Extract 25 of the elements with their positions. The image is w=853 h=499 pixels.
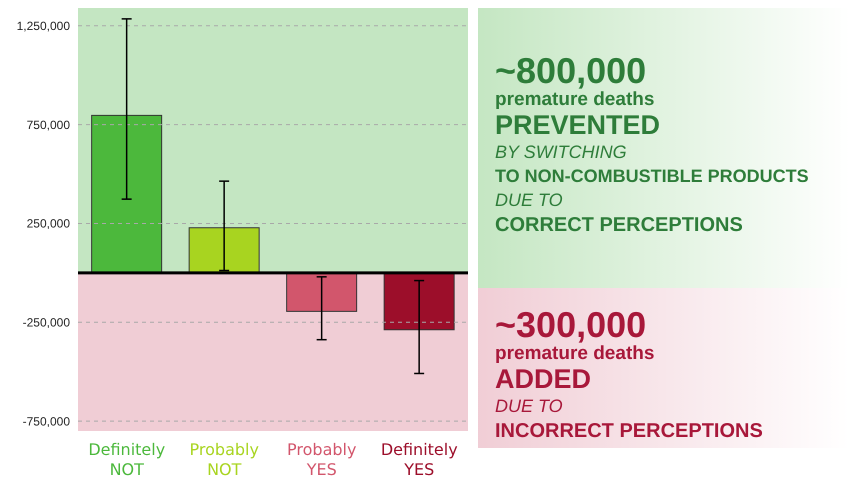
text: ~800,000 xyxy=(495,50,648,91)
y-tick-label: -250,000 xyxy=(22,316,70,330)
text: BY SWITCHING xyxy=(495,141,628,164)
text: CORRECT PERCEPTIONS xyxy=(495,213,744,238)
text: DUE TO xyxy=(495,395,564,418)
text: PREVENTED xyxy=(495,110,662,140)
text: ADDED xyxy=(495,364,592,394)
text: premature deaths xyxy=(495,89,656,110)
text: ~300,000 xyxy=(495,304,648,345)
y-tick-label: 750,000 xyxy=(26,118,70,132)
x-tick-label: Probably YES xyxy=(287,440,356,479)
text: DUE TO xyxy=(495,189,564,212)
x-tick-label: Probably NOT xyxy=(190,440,259,479)
text: INCORRECT PERCEPTIONS xyxy=(495,419,763,444)
x-tick-label: Definitely YES xyxy=(380,440,458,479)
y-tick-label: 1,250,000 xyxy=(16,19,70,34)
x-tick-label: Definitely NOT xyxy=(88,440,166,479)
text: premature deaths xyxy=(495,343,656,364)
bar xyxy=(188,227,260,274)
bar xyxy=(286,272,358,312)
bar xyxy=(91,114,162,274)
y-tick-label: 250,000 xyxy=(26,216,70,231)
bar xyxy=(384,272,455,330)
text: TO NON-COMBUSTIBLE PRODUCTS xyxy=(495,165,809,188)
y-tick-label: -750,000 xyxy=(22,414,70,428)
